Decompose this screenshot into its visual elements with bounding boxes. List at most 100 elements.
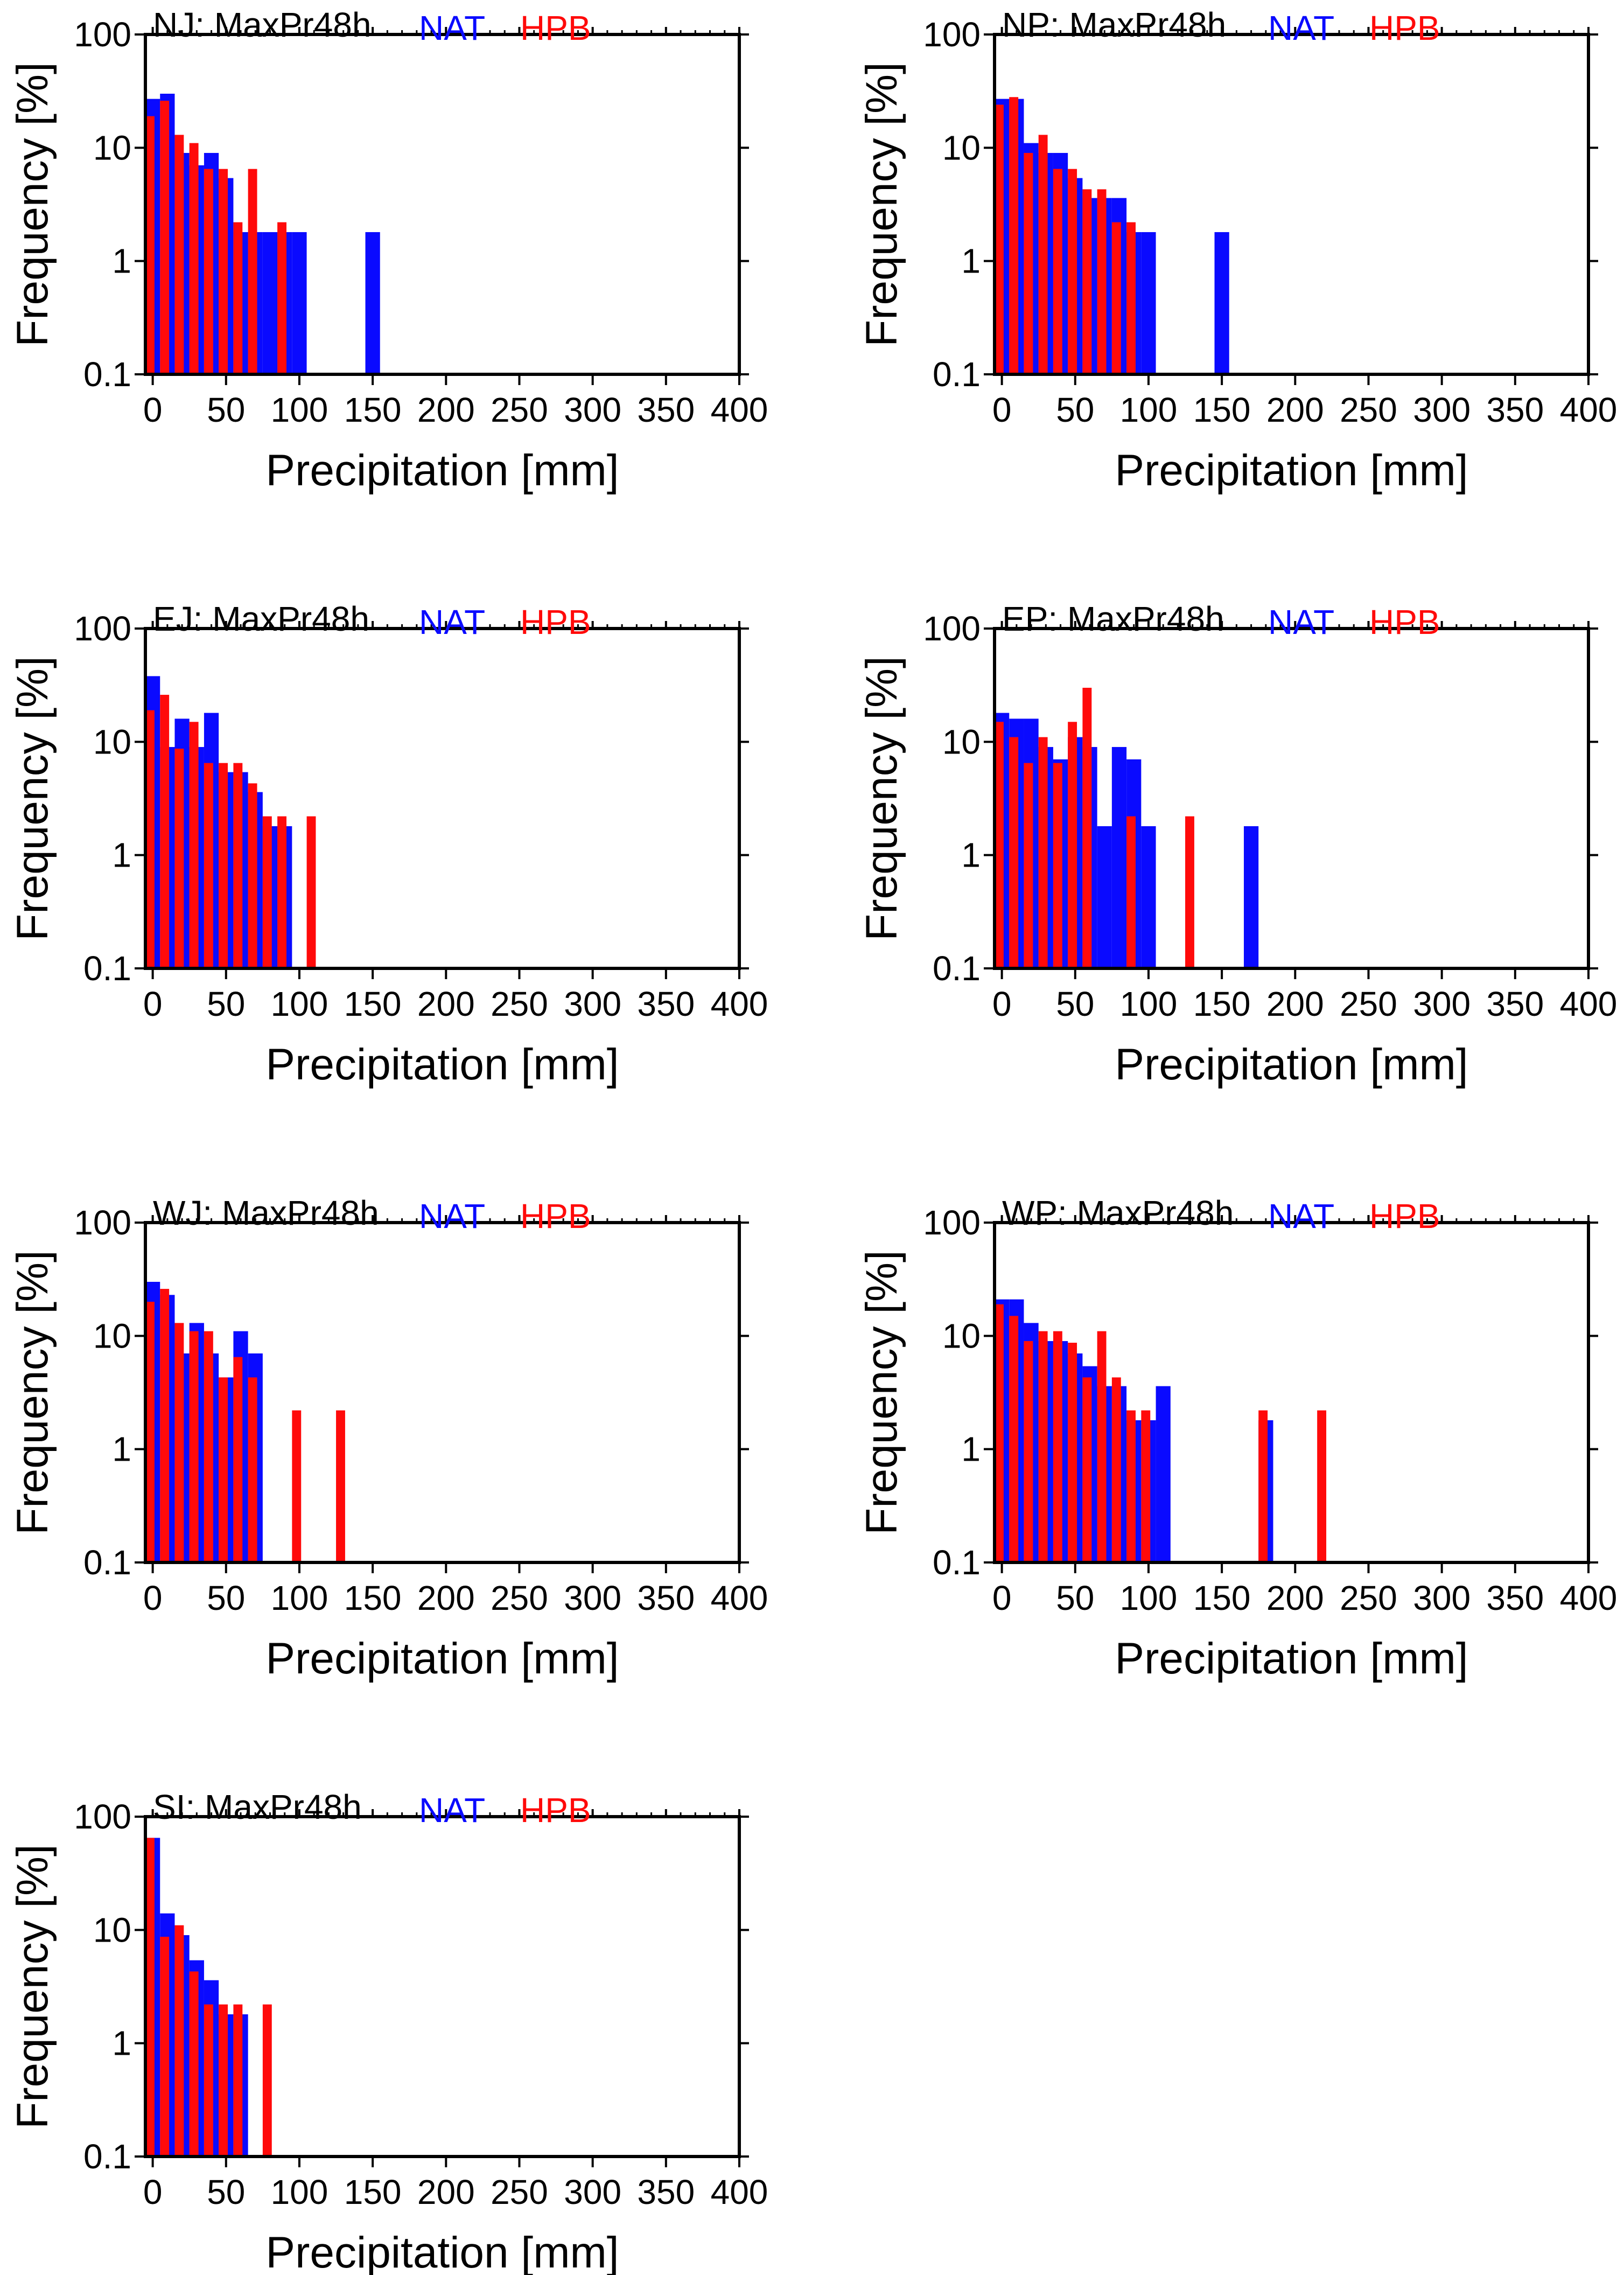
bar-hpb [160,695,170,968]
x-axis: 0 50 100 150 200 250 300 350 400 [992,27,1618,429]
bar-hpb [233,1357,243,1562]
bar-hpb [174,749,184,968]
bar-hpb [145,1302,155,1562]
panel-title: SI: MaxPr48h [153,1788,362,1826]
bar-hpb [995,722,1004,968]
axes-frame [993,627,1590,970]
y-tick-label: 10 [93,1316,131,1355]
bar-hpb [262,816,272,968]
bar-nat [365,232,380,374]
y-axis-title: Frequency [%] [857,1250,906,1535]
x-axis: 0 50 100 150 200 250 300 350 400 [992,1215,1617,1617]
bar-hpb [189,1971,199,2157]
x-tick-label: 300 [564,1579,621,1617]
chart-panel-si: 0 50 100 150 200 250 300 350 400 0.1 1 10 100 Precipi… [8,1788,768,2275]
x-tick-label: 150 [344,2173,402,2211]
bar-hpb [174,1323,184,1562]
x-tick-label: 0 [143,390,163,429]
panel-title: EP: MaxPr48h [1002,599,1224,638]
bar-hpb [248,783,257,968]
x-tick-label: 0 [992,390,1012,429]
x-tick-label: 400 [1560,390,1618,429]
series-hpb-bars [145,101,286,375]
bar-hpb [1126,816,1136,968]
bar-nat [262,232,278,374]
bar-hpb [248,169,257,374]
y-axis: 0.1 1 10 100 [74,15,749,394]
y-axis: 0.1 1 10 100 [74,1797,749,2176]
bar-nat [1243,826,1259,968]
bar-nat [292,232,307,374]
axes-frame [144,1815,741,2158]
bar-hpb [1068,169,1077,374]
chart-panel-ej: 0 50 100 150 200 250 300 350 400 0.1 1 10 100 Precipi… [8,599,768,1089]
bar-hpb [1082,189,1092,374]
axes-frame [144,627,741,970]
bar-hpb [277,222,286,374]
x-axis-title: Precipitation [mm] [1115,1040,1468,1089]
x-tick-label: 400 [711,985,768,1023]
x-tick-label: 0 [143,1579,163,1617]
y-tick-label: 10 [942,722,981,761]
bar-hpb [233,222,243,374]
y-tick-label: 0.1 [83,355,131,394]
x-tick-label: 250 [1340,1579,1397,1617]
x-axis: 0 50 100 150 200 250 300 350 400 [143,621,768,1023]
bar-hpb [160,1937,170,2157]
bar-hpb [174,135,184,374]
bar-hpb [1317,1410,1327,1562]
y-tick-label: 0.1 [933,949,981,988]
bar-hpb [219,763,228,968]
bar-hpb [1038,135,1048,374]
x-tick-label: 250 [1340,985,1397,1023]
x-axis-title: Precipitation [mm] [265,1040,619,1089]
axes-frame [144,1221,741,1564]
x-tick-label: 350 [1486,985,1544,1023]
bar-nat [1141,232,1156,374]
y-tick-label: 0.1 [83,1543,131,1582]
x-tick-label: 300 [1413,985,1471,1023]
y-tick-label: 1 [961,1430,981,1469]
x-tick-label: 300 [564,390,621,429]
y-tick-label: 100 [74,1797,131,1836]
x-tick-label: 250 [491,390,548,429]
x-axis: 0 50 100 150 200 250 300 350 400 [143,27,768,429]
y-tick-label: 10 [942,128,981,167]
y-tick-label: 10 [93,128,131,167]
x-tick-label: 0 [143,2173,163,2211]
y-tick-label: 0.1 [933,1543,981,1582]
bar-hpb [219,2004,228,2157]
bar-hpb [219,1377,228,1562]
y-tick-label: 1 [112,836,131,875]
y-tick-label: 0.1 [83,949,131,988]
series-hpb-bars [995,687,1194,968]
x-tick-label: 350 [637,390,695,429]
bar-hpb [1111,1377,1121,1562]
x-tick-label: 50 [1056,1579,1094,1617]
bar-hpb [1009,97,1019,374]
x-tick-label: 400 [1560,985,1618,1023]
legend-nat: NAT [1268,1197,1334,1236]
y-axis-title: Frequency [%] [8,62,57,347]
bar-hpb [292,1410,302,1562]
y-tick-label: 100 [74,1203,131,1242]
x-tick-label: 100 [1120,985,1178,1023]
legend-nat: NAT [419,9,485,47]
bar-hpb [1038,1331,1048,1562]
y-tick-label: 1 [112,242,131,281]
x-axis-title: Precipitation [mm] [265,2228,619,2275]
x-tick-label: 200 [417,1579,475,1617]
y-tick-label: 100 [923,1203,981,1242]
legend-hpb: HPB [1369,1197,1440,1236]
bar-hpb [1009,1316,1019,1562]
bar-nat [1111,746,1127,968]
bar-hpb [1097,189,1107,374]
legend-hpb: HPB [520,9,591,47]
y-tick-label: 100 [74,15,131,54]
series-hpb-bars [145,1289,345,1562]
bar-hpb [1126,222,1136,374]
x-tick-label: 250 [491,985,548,1023]
x-tick-label: 200 [1266,1579,1324,1617]
bar-nat [1141,826,1156,968]
x-tick-label: 150 [344,985,402,1023]
